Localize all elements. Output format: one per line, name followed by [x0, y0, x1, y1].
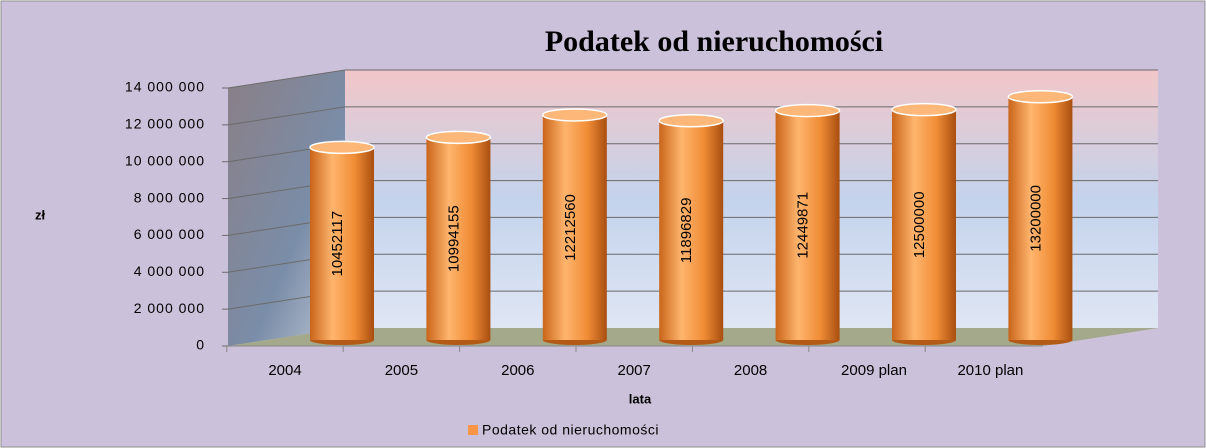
bar-top: [425, 130, 492, 145]
y-tick-label: 6 000 000: [134, 226, 205, 242]
data-label: 10994155: [445, 205, 462, 272]
chart-title: Podatek od nieruchomości: [545, 25, 883, 58]
data-label: 12212560: [562, 194, 579, 261]
bar: [1008, 96, 1073, 340]
x-tick-label: 2005: [385, 362, 418, 379]
bar-top: [774, 103, 841, 118]
bar: [892, 109, 956, 341]
grid-line: [227, 69, 346, 89]
x-tick-label: 2009 plan: [841, 362, 907, 379]
x-tick-label: 2006: [501, 362, 534, 379]
x-axis-label: lata: [629, 391, 652, 406]
bar: [310, 147, 374, 340]
bar-top: [891, 102, 957, 117]
data-label: 11896829: [678, 198, 695, 264]
bar-top: [1007, 89, 1074, 104]
bar-top: [658, 114, 724, 128]
y-tick-label: 10 000 000: [125, 152, 205, 168]
y-tick-label: 12 000 000: [125, 116, 205, 132]
legend-swatch: [468, 425, 478, 435]
data-label: 12449871: [795, 192, 812, 259]
y-tick-label: 14 000 000: [125, 79, 205, 95]
data-label: 12500000: [911, 191, 928, 258]
y-tick-label: 4 000 000: [134, 263, 205, 279]
x-tick-label: 2004: [268, 362, 301, 379]
legend-label: Podatek od nieruchomości: [482, 422, 659, 438]
x-tick-label: 2010 plan: [957, 362, 1023, 379]
bar: [775, 110, 840, 340]
y-axis-label: zł: [35, 207, 46, 222]
y-tick-label: 8 000 000: [134, 189, 205, 205]
grid-line: [227, 106, 346, 126]
x-tick-label: 2008: [734, 362, 767, 379]
y-tick-label: 0: [196, 337, 205, 353]
data-label: 13200000: [1027, 185, 1044, 252]
x-tick-label: 2007: [618, 362, 651, 379]
bar: [659, 120, 724, 340]
y-tick-label: 2 000 000: [134, 300, 205, 316]
bar: [542, 114, 607, 340]
bar-top: [542, 108, 608, 122]
bar-top: [309, 140, 375, 155]
data-label: 10452117: [329, 211, 346, 277]
bar: [426, 137, 491, 340]
